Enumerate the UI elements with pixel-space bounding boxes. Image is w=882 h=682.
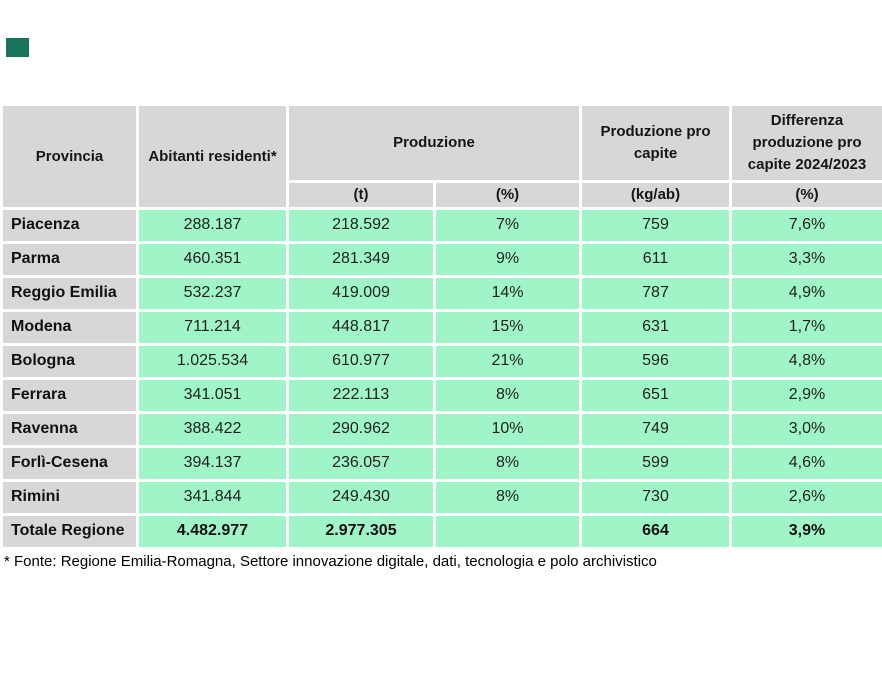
- cell-provincia: Rimini: [0, 478, 139, 516]
- source-footnote: * Fonte: Regione Emilia-Romagna, Settore…: [4, 553, 657, 570]
- table-row: Parma 460.351 281.349 9% 611 3,3%: [0, 240, 882, 278]
- unit-header-kg-ab: (kg/ab): [579, 180, 733, 210]
- cell-produzione-t: 419.009: [286, 274, 436, 312]
- cell-pro-capite: 651: [579, 376, 733, 414]
- cell-provincia: Parma: [0, 240, 139, 278]
- unit-header-t: (t): [286, 180, 436, 210]
- cell-provincia: Totale Regione: [0, 512, 139, 550]
- cell-pro-capite: 631: [579, 308, 733, 346]
- table-row: Ravenna 388.422 290.962 10% 749 3,0%: [0, 410, 882, 448]
- cell-differenza: 4,6%: [729, 444, 882, 482]
- cell-differenza: 4,8%: [729, 342, 882, 380]
- cell-provincia: Modena: [0, 308, 139, 346]
- cell-produzione-pct: 8%: [432, 478, 583, 516]
- cell-produzione-t: 2.977.305: [286, 512, 436, 550]
- cell-produzione-t: 249.430: [286, 478, 436, 516]
- cell-abitanti: 341.844: [136, 478, 289, 516]
- cell-abitanti: 460.351: [136, 240, 289, 278]
- cell-produzione-t: 610.977: [286, 342, 436, 380]
- table-row-total: Totale Regione 4.482.977 2.977.305 664 3…: [0, 512, 882, 550]
- cell-pro-capite: 664: [579, 512, 733, 550]
- cell-produzione-pct: [432, 512, 583, 550]
- cell-differenza: 2,9%: [729, 376, 882, 414]
- cell-provincia: Bologna: [0, 342, 139, 380]
- province-production-table: Provincia Abitanti residenti* Produzione…: [0, 103, 882, 550]
- table-row: Reggio Emilia 532.237 419.009 14% 787 4,…: [0, 274, 882, 312]
- cell-provincia: Ravenna: [0, 410, 139, 448]
- cell-abitanti: 394.137: [136, 444, 289, 482]
- col-header-pro-capite: Produzione pro capite: [579, 103, 733, 183]
- cell-abitanti: 4.482.977: [136, 512, 289, 550]
- cell-pro-capite: 787: [579, 274, 733, 312]
- cell-abitanti: 711.214: [136, 308, 289, 346]
- cell-produzione-pct: 8%: [432, 376, 583, 414]
- header-row-units: (t) (%) (kg/ab) (%): [2, 180, 882, 210]
- cell-produzione-pct: 8%: [432, 444, 583, 482]
- col-header-abitanti: Abitanti residenti*: [136, 103, 289, 210]
- header-row-main: Provincia Abitanti residenti* Produzione…: [0, 103, 882, 210]
- table-row: Rimini 341.844 249.430 8% 730 2,6%: [0, 478, 882, 516]
- accent-color-mark: [6, 38, 29, 57]
- table-row: Bologna 1.025.534 610.977 21% 596 4,8%: [0, 342, 882, 380]
- cell-produzione-t: 218.592: [286, 206, 436, 244]
- unit-header-diff-pct: (%): [729, 180, 882, 210]
- cell-differenza: 3,0%: [729, 410, 882, 448]
- cell-produzione-t: 222.113: [286, 376, 436, 414]
- cell-pro-capite: 759: [579, 206, 733, 244]
- cell-abitanti: 388.422: [136, 410, 289, 448]
- cell-produzione-pct: 10%: [432, 410, 583, 448]
- cell-produzione-t: 290.962: [286, 410, 436, 448]
- cell-produzione-t: 236.057: [286, 444, 436, 482]
- cell-produzione-pct: 9%: [432, 240, 583, 278]
- cell-produzione-t: 281.349: [286, 240, 436, 278]
- cell-pro-capite: 599: [579, 444, 733, 482]
- cell-differenza: 1,7%: [729, 308, 882, 346]
- cell-produzione-pct: 15%: [432, 308, 583, 346]
- col-header-provincia: Provincia: [0, 103, 139, 210]
- cell-produzione-pct: 14%: [432, 274, 583, 312]
- cell-differenza: 3,3%: [729, 240, 882, 278]
- cell-abitanti: 288.187: [136, 206, 289, 244]
- table-row: Piacenza 288.187 218.592 7% 759 7,6%: [0, 206, 882, 244]
- cell-differenza: 3,9%: [729, 512, 882, 550]
- cell-differenza: 4,9%: [729, 274, 882, 312]
- cell-abitanti: 341.051: [136, 376, 289, 414]
- cell-produzione-pct: 21%: [432, 342, 583, 380]
- cell-provincia: Reggio Emilia: [0, 274, 139, 312]
- table-row: Forlì-Cesena 394.137 236.057 8% 599 4,6%: [0, 444, 882, 482]
- cell-provincia: Forlì-Cesena: [0, 444, 139, 482]
- cell-provincia: Piacenza: [0, 206, 139, 244]
- col-header-produzione: Produzione: [285, 103, 583, 183]
- cell-pro-capite: 730: [579, 478, 733, 516]
- cell-differenza: 7,6%: [729, 206, 882, 244]
- col-header-differenza: Differenza produzione pro capite 2024/20…: [729, 103, 882, 183]
- cell-abitanti: 532.237: [136, 274, 289, 312]
- unit-header-pct: (%): [432, 180, 583, 210]
- cell-pro-capite: 611: [579, 240, 733, 278]
- cell-produzione-pct: 7%: [432, 206, 583, 244]
- cell-pro-capite: 749: [579, 410, 733, 448]
- cell-abitanti: 1.025.534: [136, 342, 289, 380]
- cell-differenza: 2,6%: [729, 478, 882, 516]
- table-row: Modena 711.214 448.817 15% 631 1,7%: [0, 308, 882, 346]
- table-row: Ferrara 341.051 222.113 8% 651 2,9%: [0, 376, 882, 414]
- cell-produzione-t: 448.817: [286, 308, 436, 346]
- cell-pro-capite: 596: [579, 342, 733, 380]
- cell-provincia: Ferrara: [0, 376, 139, 414]
